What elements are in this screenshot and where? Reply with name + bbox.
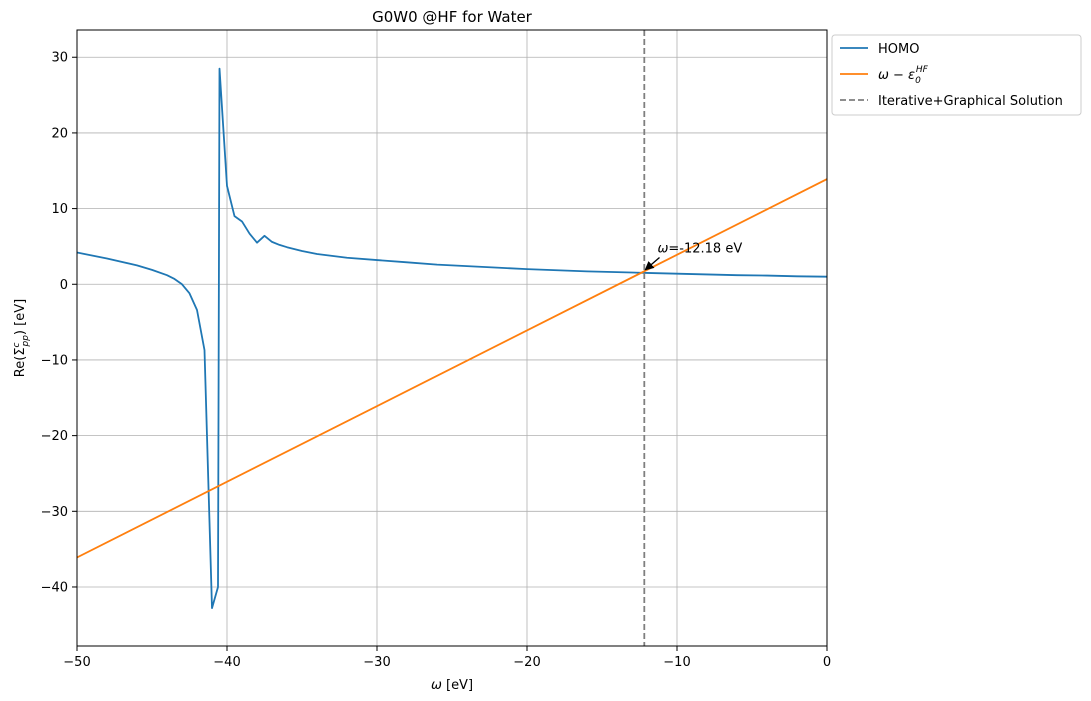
series-layer xyxy=(77,30,827,646)
annotation-label: ω=-12.18 eV xyxy=(658,241,743,256)
legend: HOMO ω − ε0HF Iterative+Graphical Soluti… xyxy=(831,34,1082,116)
series-homo-line xyxy=(77,67,827,610)
y-tick-label: 10 xyxy=(51,202,68,217)
legend-label-linear: ω − ε0HF xyxy=(878,65,929,86)
x-tick-label: −30 xyxy=(363,655,390,670)
y-tick-label: −40 xyxy=(41,580,68,595)
legend-label-solution: Iterative+Graphical Solution xyxy=(878,94,1063,109)
y-tick-label: −10 xyxy=(41,353,68,368)
grid xyxy=(76,30,828,646)
x-tick-label: −20 xyxy=(513,655,540,670)
y-tick-label: −30 xyxy=(41,505,68,520)
x-axis-ticks: −50 −40 −30 −20 −10 0 xyxy=(63,646,831,670)
legend-box xyxy=(831,34,1082,116)
x-tick-label: −40 xyxy=(213,655,240,670)
x-axis-label: ω [eV] xyxy=(431,678,473,693)
chart-title: G0W0 @HF for Water xyxy=(372,8,533,26)
y-axis-label: Re(Σcpp) [eV] xyxy=(12,299,31,377)
y-tick-label: 30 xyxy=(51,51,68,66)
y-tick-label: −20 xyxy=(41,429,68,444)
legend-label-homo: HOMO xyxy=(878,42,919,57)
plot-frame xyxy=(76,29,828,647)
y-axis-ticks: 30 20 10 0 −10 −20 −30 −40 xyxy=(41,51,77,595)
x-tick-label: −50 xyxy=(63,655,90,670)
series-linear-line xyxy=(77,178,827,559)
annotation-arrow xyxy=(644,256,660,271)
solution-annotation: ω=-12.18 eV xyxy=(644,241,743,271)
y-tick-label: 20 xyxy=(51,126,68,141)
y-tick-label: 0 xyxy=(60,278,68,293)
x-tick-label: 0 xyxy=(823,655,831,670)
x-tick-label: −10 xyxy=(663,655,690,670)
